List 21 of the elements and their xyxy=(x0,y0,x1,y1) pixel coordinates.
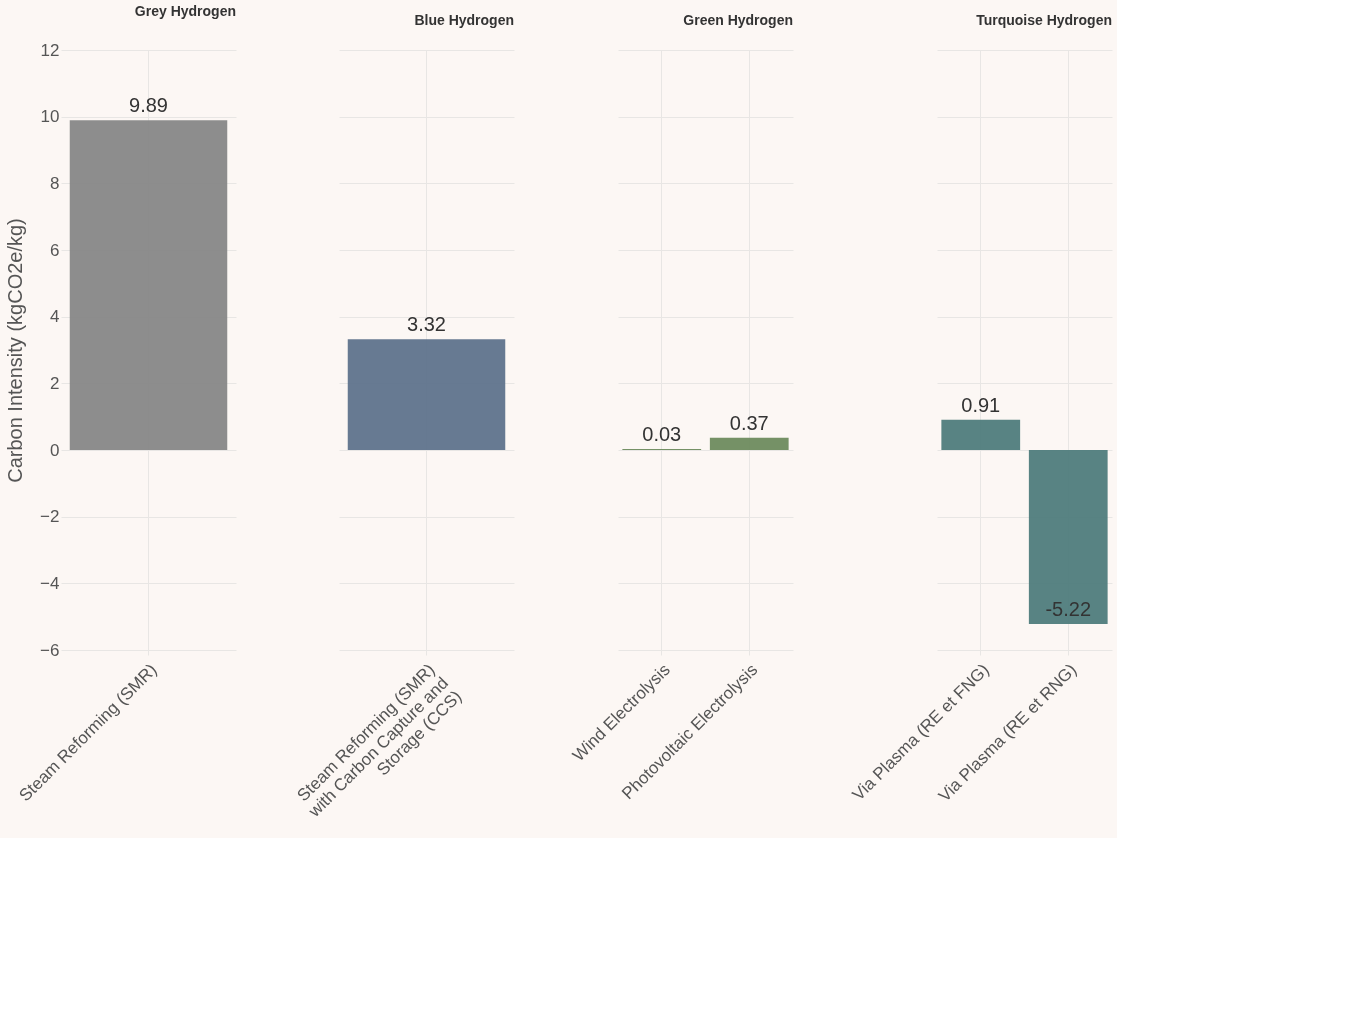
y-axis-title: Carbon Intensity (kgCO2e/kg) xyxy=(4,218,27,483)
chart-title: Blue Hydrogen xyxy=(414,12,514,28)
data-label: 0.91 xyxy=(961,393,1001,416)
chart-title: Turquoise Hydrogen xyxy=(976,12,1112,28)
y-tick-label: 8 xyxy=(50,173,60,193)
data-label: 3.32 xyxy=(407,313,446,336)
y-tick-label: 12 xyxy=(40,40,60,60)
chart-title: Grey Hydrogen xyxy=(134,3,236,19)
data-label: 0.03 xyxy=(642,423,682,445)
y-tick-label: 4 xyxy=(50,307,60,327)
data-label: 9.89 xyxy=(129,94,168,117)
chart-title: Green Hydrogen xyxy=(683,12,793,28)
y-tick-label: −6 xyxy=(40,640,60,660)
y-tick-label: 10 xyxy=(40,107,60,127)
data-label: -5.22 xyxy=(1045,598,1092,620)
y-tick-label: 2 xyxy=(50,373,60,393)
y-tick-label: 0 xyxy=(50,440,60,460)
y-tick-label: 6 xyxy=(50,240,60,260)
y-tick-label: −2 xyxy=(40,507,60,527)
data-label: 0.37 xyxy=(729,411,769,434)
y-tick-label: −4 xyxy=(40,573,60,593)
